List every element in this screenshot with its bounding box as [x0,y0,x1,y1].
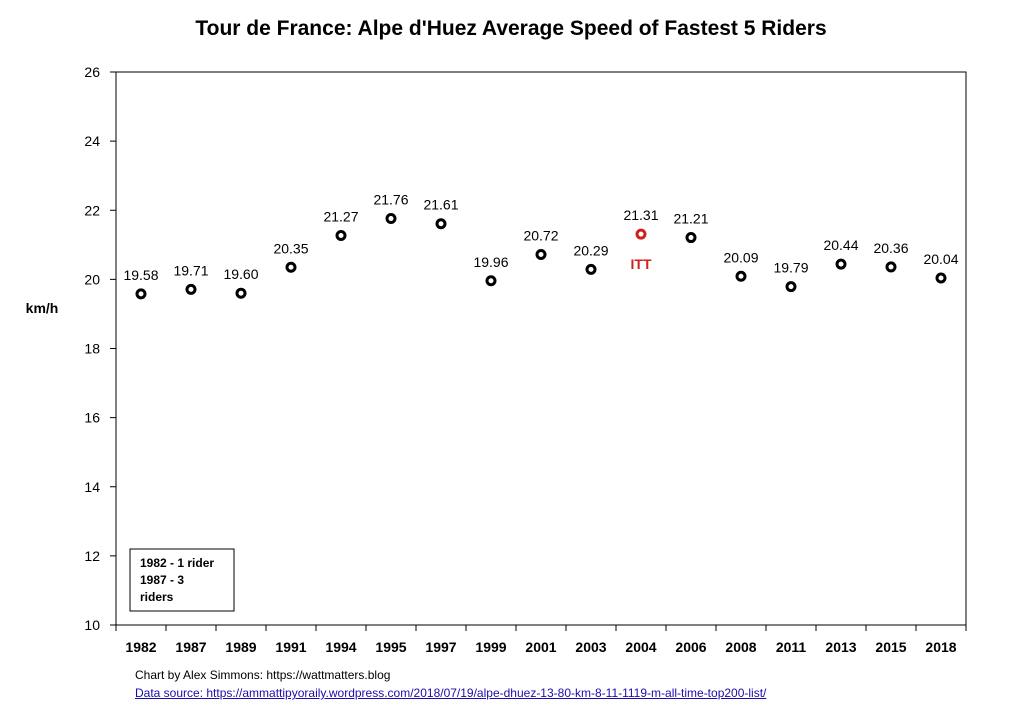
note-line-1: 1982 - 1 rider [140,556,214,570]
y-tick-label: 14 [84,479,100,495]
data-label: 19.79 [773,260,808,276]
x-tick-label: 2001 [525,639,556,655]
data-point [735,270,747,282]
chart-credit: Chart by Alex Simmons: https://wattmatte… [135,668,391,682]
y-axis-label: km/h [26,300,59,316]
y-tick-label: 26 [84,64,100,80]
data-label: 20.29 [573,242,608,258]
x-tick-label: 2015 [875,639,906,655]
x-tick-label: 1991 [275,639,306,655]
x-tick-label: 1989 [225,639,256,655]
data-points: 19.58 19.71 19.60 20.35 21.27 21.76 21.61 19.96… [123,192,959,300]
data-label: 21.21 [673,211,708,227]
note-box: 1982 - 1 rider 1987 - 3 riders [129,548,235,612]
data-point [785,281,797,293]
x-tick-label: 2006 [675,639,706,655]
data-point [235,287,247,299]
data-point [635,228,647,240]
x-tick-label: 2004 [625,639,656,655]
x-tick-label: 1987 [175,639,206,655]
data-point [435,218,447,230]
plot-area [115,71,967,626]
data-label: 21.31 [623,207,658,223]
itt-annotation: ITT [631,256,652,272]
data-point [135,288,147,300]
x-tick-label: 2003 [575,639,606,655]
y-tick-label: 16 [84,410,100,426]
data-label: 21.27 [323,208,358,224]
x-tick-label: 1982 [125,639,156,655]
data-label: 21.76 [373,192,408,208]
data-label: 19.58 [123,267,158,283]
data-label: 20.44 [823,237,858,253]
data-label: 20.04 [923,251,958,267]
data-label: 20.36 [873,240,908,256]
y-tick-label: 22 [84,202,100,218]
data-point [485,275,497,287]
x-axis: 1982 1987 1989 1991 1994 1995 1997 1999 2001 2003… [115,625,967,655]
data-label: 19.71 [173,262,208,278]
x-tick-label: 2008 [725,639,756,655]
y-tick-label: 12 [84,548,100,564]
data-point [935,272,947,284]
data-point [535,248,547,260]
x-tick-label: 1995 [375,639,406,655]
x-tick-label: 1997 [425,639,456,655]
x-tick-label: 2018 [925,639,956,655]
y-tick-label: 18 [84,341,100,357]
data-point [185,283,197,295]
data-label: 20.72 [523,227,558,243]
data-point [885,261,897,273]
note-line-2: 1987 - 3 [140,573,184,587]
data-point [385,213,397,225]
x-tick-label: 2011 [776,639,807,655]
data-point [335,229,347,241]
data-label: 19.96 [473,254,508,270]
y-tick-label: 24 [84,133,100,149]
y-tick-label: 10 [84,617,100,633]
x-tick-label: 2013 [825,639,856,655]
x-tick-label: 1994 [325,639,356,655]
data-label: 20.09 [723,249,758,265]
data-label: 21.61 [423,197,458,213]
x-tick-label: 1999 [475,639,506,655]
data-point [285,261,297,273]
note-box-border [129,548,235,612]
chart-title: Tour de France: Alpe d'Huez Average Spee… [195,17,826,40]
y-tick-label: 20 [84,271,100,287]
data-label: 19.60 [223,266,258,282]
data-point [585,263,597,275]
data-point [685,232,697,244]
data-point [835,258,847,270]
note-line-3: riders [140,590,174,604]
data-source-link[interactable]: Data source: https://ammattipyoraily.wor… [135,686,767,700]
data-label: 20.35 [273,240,308,256]
y-axis: 10 12 14 16 18 20 22 24 26 [84,64,116,633]
